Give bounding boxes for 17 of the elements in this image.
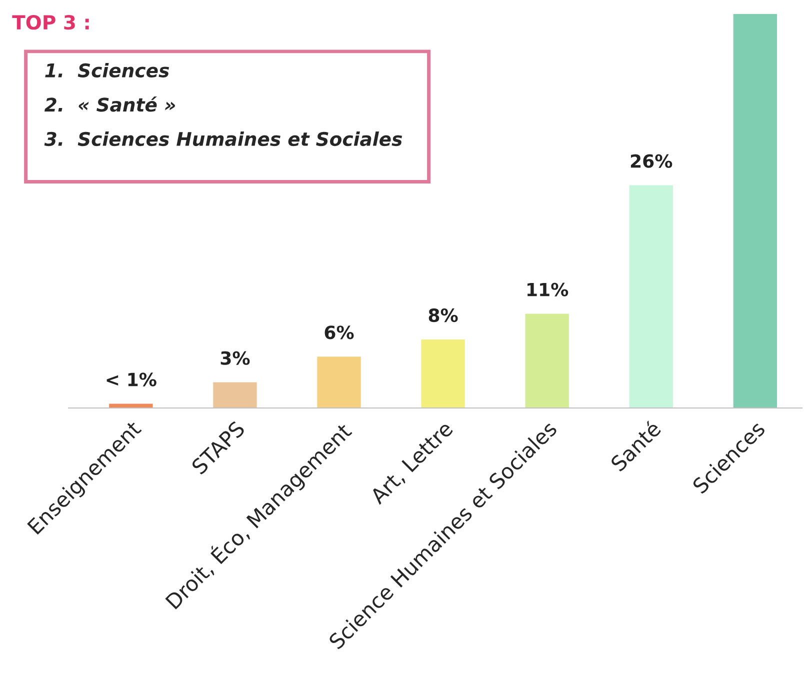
- bar: [629, 185, 673, 408]
- chart-title: TOP 3 :: [12, 14, 89, 30]
- data-label: < 1%: [106, 372, 156, 386]
- bar: [213, 382, 257, 408]
- data-label: 6%: [324, 326, 354, 340]
- data-label: 3%: [220, 351, 250, 365]
- bar: [109, 404, 153, 408]
- bar: [733, 14, 777, 408]
- bar: [525, 314, 569, 408]
- bar: [421, 339, 465, 408]
- data-label: 26%: [630, 154, 672, 168]
- data-label: 11%: [528, 282, 568, 296]
- annotation: 1. Sciences: [45, 62, 169, 78]
- annotation: 2. « Santé »: [44, 96, 176, 112]
- bar: [317, 356, 361, 408]
- data-label: 8%: [428, 308, 458, 322]
- annotation: 3. Sciences Humaines et Sociales: [44, 132, 402, 146]
